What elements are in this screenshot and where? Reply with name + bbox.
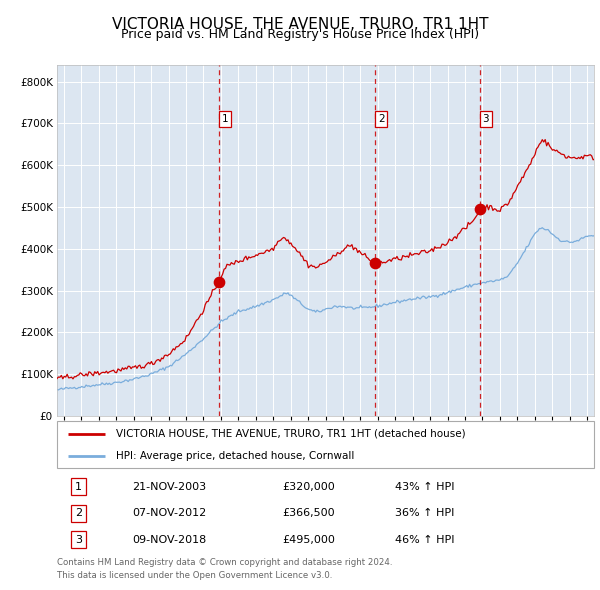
Point: [214, 277, 224, 287]
Text: £495,000: £495,000: [283, 535, 335, 545]
Text: VICTORIA HOUSE, THE AVENUE, TRURO, TR1 1HT: VICTORIA HOUSE, THE AVENUE, TRURO, TR1 1…: [112, 17, 488, 31]
Text: 21-NOV-2003: 21-NOV-2003: [132, 482, 206, 492]
Text: 3: 3: [75, 535, 82, 545]
Text: 07-NOV-2012: 07-NOV-2012: [132, 509, 206, 518]
Text: HPI: Average price, detached house, Cornwall: HPI: Average price, detached house, Corn…: [116, 451, 355, 461]
Text: 36% ↑ HPI: 36% ↑ HPI: [395, 509, 455, 518]
Text: 1: 1: [221, 114, 228, 124]
Text: 2: 2: [75, 509, 82, 518]
Text: This data is licensed under the Open Government Licence v3.0.: This data is licensed under the Open Gov…: [57, 571, 332, 579]
Text: 1: 1: [75, 482, 82, 492]
Text: Contains HM Land Registry data © Crown copyright and database right 2024.: Contains HM Land Registry data © Crown c…: [57, 558, 392, 566]
Point: [475, 204, 485, 214]
Text: £366,500: £366,500: [283, 509, 335, 518]
Text: 3: 3: [482, 114, 489, 124]
Text: 46% ↑ HPI: 46% ↑ HPI: [395, 535, 455, 545]
Text: VICTORIA HOUSE, THE AVENUE, TRURO, TR1 1HT (detached house): VICTORIA HOUSE, THE AVENUE, TRURO, TR1 1…: [116, 429, 466, 439]
Text: £320,000: £320,000: [283, 482, 335, 492]
Text: 09-NOV-2018: 09-NOV-2018: [132, 535, 206, 545]
Text: 2: 2: [378, 114, 385, 124]
Point: [370, 258, 380, 267]
Text: Price paid vs. HM Land Registry's House Price Index (HPI): Price paid vs. HM Land Registry's House …: [121, 28, 479, 41]
FancyBboxPatch shape: [57, 421, 594, 468]
Text: 43% ↑ HPI: 43% ↑ HPI: [395, 482, 455, 492]
